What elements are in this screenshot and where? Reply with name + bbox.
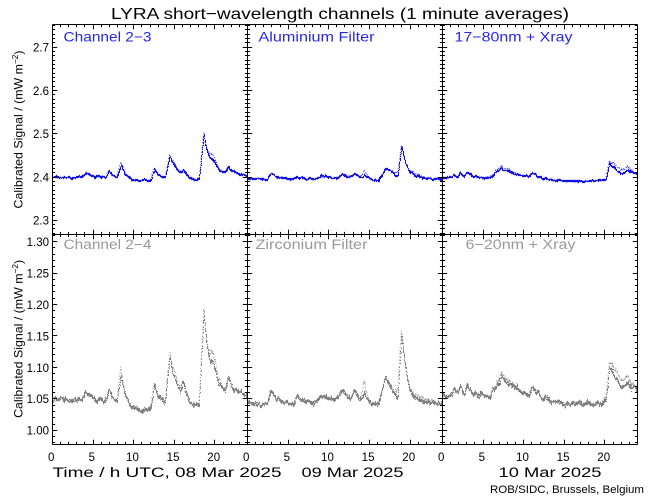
svg-text:Calibrated Signal / (mW m−2): Calibrated Signal / (mW m−2) bbox=[11, 51, 26, 209]
svg-text:Time / h UTC, 08 Mar 2025: Time / h UTC, 08 Mar 2025 bbox=[53, 465, 282, 480]
svg-text:1.20: 1.20 bbox=[27, 300, 49, 312]
svg-text:10: 10 bbox=[321, 452, 334, 464]
svg-text:17−80nm + Xray: 17−80nm + Xray bbox=[455, 29, 573, 45]
svg-text:2.4: 2.4 bbox=[33, 172, 50, 184]
svg-text:20: 20 bbox=[597, 452, 610, 464]
svg-text:1.30: 1.30 bbox=[27, 237, 49, 249]
svg-text:10 Mar 2025: 10 Mar 2025 bbox=[499, 465, 602, 480]
svg-text:2.7: 2.7 bbox=[33, 43, 49, 55]
svg-text:Calibrated Signal / (mW m−2): Calibrated Signal / (mW m−2) bbox=[11, 260, 26, 418]
svg-text:0: 0 bbox=[48, 452, 54, 464]
svg-text:15: 15 bbox=[167, 452, 180, 464]
svg-text:1.05: 1.05 bbox=[27, 394, 49, 406]
svg-text:20: 20 bbox=[207, 452, 220, 464]
svg-text:Channel 2−4: Channel 2−4 bbox=[64, 237, 153, 252]
svg-text:15: 15 bbox=[362, 452, 375, 464]
svg-text:2.6: 2.6 bbox=[33, 86, 49, 98]
svg-text:Channel 2−3: Channel 2−3 bbox=[64, 29, 152, 45]
svg-text:1.10: 1.10 bbox=[27, 363, 49, 375]
svg-text:09 Mar 2025: 09 Mar 2025 bbox=[302, 465, 404, 480]
svg-text:5: 5 bbox=[479, 452, 485, 464]
svg-text:6−20nm + Xray: 6−20nm + Xray bbox=[466, 237, 576, 252]
svg-text:1.00: 1.00 bbox=[27, 426, 49, 438]
svg-text:2.3: 2.3 bbox=[33, 216, 49, 228]
svg-text:15: 15 bbox=[557, 452, 570, 464]
svg-text:LYRA short−wavelength channels: LYRA short−wavelength channels (1 minute… bbox=[111, 6, 569, 23]
svg-text:0: 0 bbox=[243, 452, 249, 464]
svg-text:5: 5 bbox=[89, 452, 95, 464]
svg-text:0: 0 bbox=[438, 452, 444, 464]
svg-text:10: 10 bbox=[126, 452, 139, 464]
svg-text:2.5: 2.5 bbox=[33, 129, 49, 141]
svg-text:1.25: 1.25 bbox=[27, 268, 49, 280]
svg-text:5: 5 bbox=[284, 452, 290, 464]
svg-text:ROB/SIDC, Brussels, Belgium: ROB/SIDC, Brussels, Belgium bbox=[490, 484, 644, 496]
svg-text:Zirconium Filter: Zirconium Filter bbox=[256, 237, 369, 252]
svg-text:1.15: 1.15 bbox=[27, 331, 49, 343]
svg-text:10: 10 bbox=[516, 452, 529, 464]
svg-text:Aluminium Filter: Aluminium Filter bbox=[259, 29, 375, 45]
svg-text:20: 20 bbox=[402, 452, 415, 464]
